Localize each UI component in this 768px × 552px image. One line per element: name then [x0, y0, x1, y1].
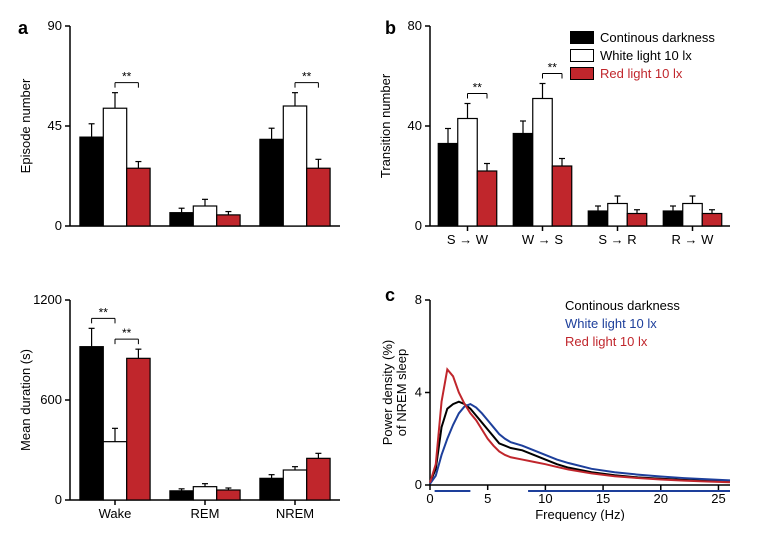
chart-a-bottom: 0 600 1200 Mean duration (s) Wake REM NREM ** ** [18, 292, 346, 530]
svg-text:10: 10 [538, 491, 552, 506]
svg-text:0: 0 [415, 218, 422, 233]
svg-text:**: ** [122, 70, 132, 84]
svg-text:40: 40 [408, 118, 422, 133]
svg-text:Episode number: Episode number [18, 78, 33, 173]
legend-label: Red light 10 lx [565, 334, 647, 349]
svg-text:600: 600 [40, 392, 62, 407]
chart-a-top: 0 45 90 Episode number ** ** [18, 18, 346, 240]
svg-text:of NREM sleep: of NREM sleep [394, 349, 409, 436]
svg-text:Wake: Wake [99, 506, 132, 521]
svg-text:0: 0 [55, 218, 62, 233]
svg-text:8: 8 [415, 292, 422, 307]
legend-label: White light 10 lx [600, 48, 692, 63]
legend-item: Continous darkness [570, 28, 715, 46]
legend-item: White light 10 lx [570, 46, 715, 64]
svg-text:W → S: W → S [522, 232, 563, 247]
svg-text:15: 15 [596, 491, 610, 506]
svg-text:80: 80 [408, 18, 422, 33]
svg-text:25: 25 [711, 491, 725, 506]
legend-item: Red light 10 lx [570, 64, 715, 82]
svg-text:1200: 1200 [33, 292, 62, 307]
svg-text:REM: REM [191, 506, 220, 521]
svg-text:20: 20 [654, 491, 668, 506]
svg-text:**: ** [122, 326, 132, 340]
svg-text:NREM: NREM [276, 506, 314, 521]
legend-c: Continous darkness White light 10 lx Red l… [565, 296, 680, 350]
legend-item: Continous darkness [565, 296, 680, 314]
svg-text:S → W: S → W [447, 232, 489, 247]
svg-text:4: 4 [415, 385, 422, 400]
svg-text:**: ** [473, 81, 483, 95]
svg-text:45: 45 [48, 118, 62, 133]
legend-label: Continous darkness [600, 30, 715, 45]
legend-label: Continous darkness [565, 298, 680, 313]
svg-text:90: 90 [48, 18, 62, 33]
svg-text:**: ** [302, 70, 312, 84]
svg-text:S → R: S → R [598, 232, 636, 247]
svg-text:Power density (%): Power density (%) [380, 340, 395, 445]
legend-label: White light 10 lx [565, 316, 657, 331]
svg-text:Mean duration (s): Mean duration (s) [18, 349, 33, 451]
legend-b: Continous darkness White light 10 lx Red l… [570, 28, 715, 82]
svg-text:Frequency (Hz): Frequency (Hz) [535, 507, 625, 521]
legend-label: Red light 10 lx [600, 66, 682, 81]
svg-text:0: 0 [55, 492, 62, 507]
chart-c: 0 4 8 0 5 10 15 20 25 Power density (%)of NREM sl… [378, 292, 736, 521]
svg-text:0: 0 [415, 477, 422, 492]
svg-text:**: ** [99, 305, 109, 319]
svg-text:Transition number: Transition number [378, 73, 393, 178]
svg-text:**: ** [548, 61, 558, 75]
legend-item: White light 10 lx [565, 314, 680, 332]
svg-text:5: 5 [484, 491, 491, 506]
svg-text:0: 0 [426, 491, 433, 506]
legend-swatch [570, 49, 594, 62]
legend-swatch [570, 31, 594, 44]
legend-item: Red light 10 lx [565, 332, 680, 350]
figure-root: a b c 04590Episode number**** 06001200Me… [0, 0, 768, 552]
svg-text:R → W: R → W [672, 232, 715, 247]
legend-swatch [570, 67, 594, 80]
